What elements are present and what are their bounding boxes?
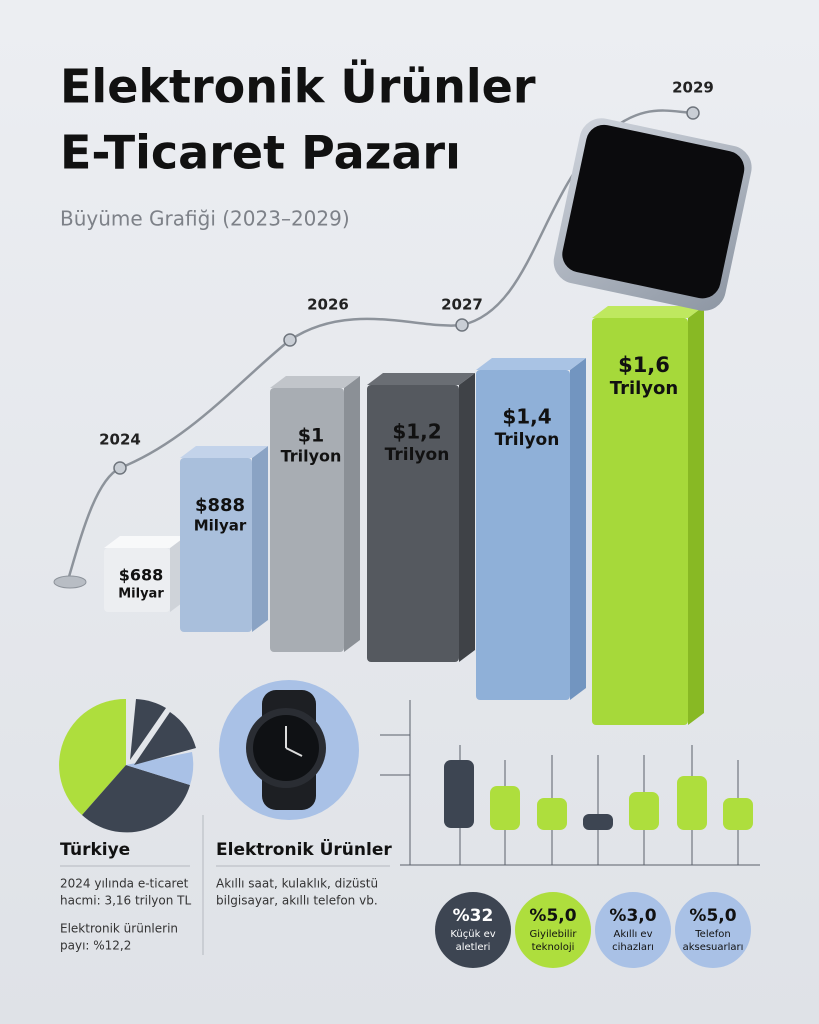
bar-front xyxy=(367,385,459,662)
bar-top xyxy=(104,536,186,548)
candle xyxy=(629,792,659,830)
pie-slice xyxy=(126,752,194,785)
bar-front xyxy=(180,458,252,632)
year-label: 2024 xyxy=(99,431,141,449)
candle-decoration xyxy=(380,700,760,866)
phone-screen xyxy=(562,124,745,299)
bar-side xyxy=(570,358,586,700)
header: Elektronik Ürünler E-Ticaret Pazarı Büyü… xyxy=(60,60,536,231)
year-dot xyxy=(283,333,297,347)
timeline: 2024 2026 2027 2029 xyxy=(99,79,714,475)
bar-front xyxy=(476,370,570,700)
year-dot xyxy=(113,461,127,475)
bar-unit: Trilyon xyxy=(495,430,560,450)
bar-unit: Milyar xyxy=(118,587,164,602)
bar-top xyxy=(592,306,704,318)
bar-amount: $888 xyxy=(195,495,245,516)
bar-top xyxy=(180,446,268,458)
year-label: 2029 xyxy=(672,79,714,97)
bar-unit: Trilyon xyxy=(610,378,678,399)
year-dot xyxy=(686,106,700,120)
bar-unit: Milyar xyxy=(194,517,247,535)
bar-top xyxy=(270,376,360,388)
bar-front xyxy=(104,548,170,612)
watch-illustration xyxy=(219,680,359,820)
badge xyxy=(435,892,511,968)
bar-side xyxy=(252,446,268,632)
badge-label: Akıllı ev xyxy=(614,929,653,940)
candle xyxy=(490,786,520,830)
badges: %32 Küçük ev aletleri %5,0 Giyilebilir teknol… xyxy=(435,892,751,968)
title-line: Elektronik Ürünler xyxy=(60,60,536,114)
panel-text: hacmi: 3,16 trilyon TL xyxy=(60,894,191,908)
subtitle: Büyüme Grafiği (2023–2029) xyxy=(60,207,350,231)
bar-amount: $688 xyxy=(119,566,164,585)
turkey-panel: Türkiye 2024 yılında e-ticaret hacmi: 3,… xyxy=(60,840,191,953)
year-label: 2026 xyxy=(307,296,349,314)
badge-value: %32 xyxy=(453,906,494,926)
badge-value: %5,0 xyxy=(529,906,576,926)
bar-amount: $1 xyxy=(298,425,324,447)
panel-title: Türkiye xyxy=(60,840,130,860)
panel-title: Elektronik Ürünler xyxy=(216,838,392,860)
panel-text: Akıllı saat, kulaklık, dizüstü xyxy=(216,877,378,891)
watch-hand xyxy=(285,747,303,757)
badge-label: Giyilebilir xyxy=(530,929,578,940)
bar-top xyxy=(476,358,586,370)
bar-top xyxy=(367,373,475,385)
panel-text: payı: %12,2 xyxy=(60,939,131,953)
badge xyxy=(515,892,591,968)
panel-text: Elektronik ürünlerin xyxy=(60,922,178,936)
bar-amount: $1,2 xyxy=(392,420,441,444)
candle xyxy=(583,814,613,830)
panel-text: bilgisayar, akıllı telefon vb. xyxy=(216,894,378,908)
pie-decoration xyxy=(59,698,196,833)
badge-value: %3,0 xyxy=(609,906,656,926)
bar-amount: $1,6 xyxy=(618,353,670,377)
candle xyxy=(677,776,707,830)
bar-unit: Trilyon xyxy=(385,445,450,465)
pie-slice xyxy=(59,698,126,815)
panel-text: 2024 yılında e-ticaret xyxy=(60,877,189,891)
badge xyxy=(675,892,751,968)
curve-base xyxy=(53,575,87,589)
bar-side xyxy=(344,376,360,652)
title-line: E-Ticaret Pazarı xyxy=(60,126,461,180)
candle xyxy=(537,798,567,830)
year-dot xyxy=(455,318,469,332)
bar-side xyxy=(688,306,704,725)
candle xyxy=(723,798,753,830)
pie-slice xyxy=(130,699,166,760)
badge-label: cihazları xyxy=(612,942,654,953)
year-label: 2027 xyxy=(441,296,483,314)
bars: $688Milyar$888Milyar$1Trilyon$1,2Trilyon… xyxy=(104,306,704,725)
badge xyxy=(595,892,671,968)
badge-label: Telefon xyxy=(694,929,730,940)
bar-unit: Trilyon xyxy=(281,447,342,466)
candle xyxy=(444,760,474,828)
electronics-panel: Elektronik Ürünler Akıllı saat, kulaklık… xyxy=(216,838,392,908)
badge-value: %5,0 xyxy=(689,906,736,926)
bar-side xyxy=(459,373,475,662)
pie-slice xyxy=(134,712,196,765)
bar-front xyxy=(592,318,688,725)
badge-label: aletleri xyxy=(456,942,491,953)
badge-label: Küçük ev xyxy=(450,929,495,940)
bar-amount: $1,4 xyxy=(502,405,551,429)
pie-slice xyxy=(82,765,190,833)
badge-label: aksesuarları xyxy=(683,942,744,953)
badge-label: teknoloji xyxy=(532,942,575,953)
phone xyxy=(553,118,752,311)
bar-front xyxy=(270,388,344,652)
